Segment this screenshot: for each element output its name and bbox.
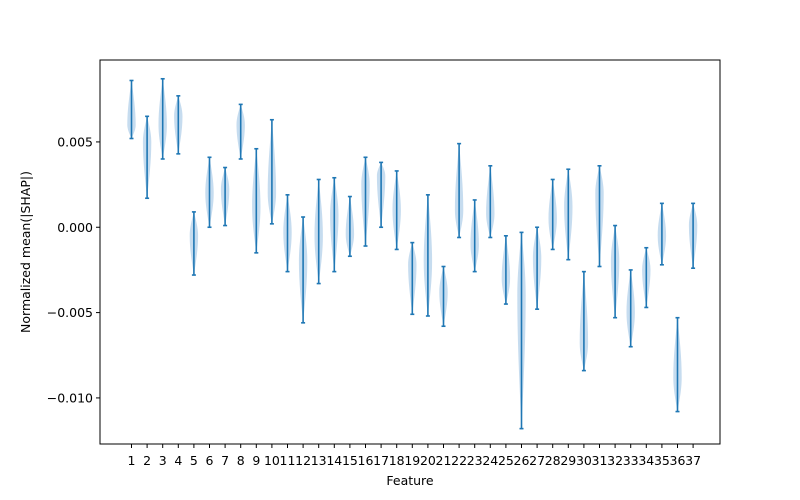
x-tick-label: 24	[482, 453, 498, 468]
violin	[361, 156, 370, 247]
x-tick-label: 26	[514, 453, 530, 468]
x-tick-label: 8	[237, 453, 245, 468]
violin	[423, 194, 433, 317]
x-tick-label: 1	[128, 453, 136, 468]
x-tick-label: 11	[280, 453, 296, 468]
x-tick-label: 25	[498, 453, 514, 468]
violin	[579, 270, 589, 372]
violin	[548, 178, 557, 251]
violin	[142, 115, 152, 200]
violin	[673, 316, 682, 413]
x-tick-label: 19	[404, 453, 420, 468]
violin	[688, 202, 698, 270]
y-tick-label: −0.005	[47, 305, 93, 320]
violin	[376, 161, 386, 229]
y-tick-label: 0.000	[57, 220, 93, 235]
x-tick-label: 3	[159, 453, 167, 468]
violin	[439, 265, 448, 328]
x-tick-label: 34	[638, 453, 654, 468]
violin	[392, 170, 401, 251]
x-tick-label: 7	[221, 453, 229, 468]
violin	[252, 147, 261, 254]
violin	[610, 224, 620, 319]
x-tick-label: 27	[529, 453, 545, 468]
violin	[314, 178, 323, 285]
y-axis-label: Normalized mean(|SHAP|)	[18, 171, 33, 333]
violin	[205, 156, 214, 229]
x-tick-label: 21	[436, 453, 452, 468]
y-axis: 0.005 0.000 −0.005 −0.010	[47, 134, 100, 405]
violin	[267, 118, 277, 225]
violin	[454, 142, 464, 239]
y-tick-label: 0.005	[57, 134, 93, 149]
x-tick-label: 35	[654, 453, 670, 468]
x-tick-label: 32	[607, 453, 623, 468]
violin	[220, 166, 230, 227]
x-tick-label: 18	[389, 453, 405, 468]
violin	[564, 168, 573, 261]
x-tick-label: 4	[174, 453, 182, 468]
x-tick-label: 30	[576, 453, 592, 468]
violin	[532, 226, 542, 310]
x-tick-label: 16	[358, 453, 374, 468]
x-tick-label: 22	[451, 453, 467, 468]
x-tick-label: 13	[311, 453, 327, 468]
x-tick-label: 28	[545, 453, 561, 468]
violin	[236, 103, 245, 160]
x-tick-label: 6	[206, 453, 214, 468]
x-tick-label: 9	[252, 453, 260, 468]
violin-group	[127, 77, 698, 430]
violin	[330, 176, 339, 273]
violin	[595, 165, 604, 268]
plot-frame	[99, 59, 721, 445]
violin	[174, 95, 183, 155]
violin	[657, 202, 667, 266]
violin	[642, 246, 651, 309]
x-tick-label: 2	[143, 453, 151, 468]
x-tick-label: 14	[326, 453, 342, 468]
x-tick-label: 15	[342, 453, 358, 468]
x-tick-label: 10	[264, 453, 280, 468]
violin	[470, 199, 479, 273]
x-axis-label: Feature	[386, 473, 434, 488]
x-tick-label: 36	[670, 453, 686, 468]
x-tick-label: 23	[467, 453, 483, 468]
violin	[501, 234, 511, 305]
violin	[345, 195, 355, 258]
violin	[408, 241, 417, 316]
x-tick-label: 33	[623, 453, 639, 468]
x-axis: 1 2 3 4 5 6 7 8 9 10 11 12 13 14 15 16 17 18 19 20 21 22 23 24 2…	[128, 444, 701, 468]
x-tick-label: 20	[420, 453, 436, 468]
violin	[189, 211, 199, 276]
violin	[127, 79, 136, 140]
x-tick-label: 12	[295, 453, 311, 468]
x-tick-label: 37	[685, 453, 701, 468]
violin	[283, 194, 292, 273]
y-tick-label: −0.010	[47, 390, 93, 405]
x-tick-label: 17	[373, 453, 389, 468]
violin	[158, 77, 167, 160]
x-tick-label: 5	[190, 453, 198, 468]
violin	[626, 269, 635, 348]
violin	[486, 165, 495, 239]
violin	[517, 231, 526, 430]
x-tick-label: 31	[592, 453, 608, 468]
violin	[298, 216, 308, 324]
x-tick-label: 29	[560, 453, 576, 468]
